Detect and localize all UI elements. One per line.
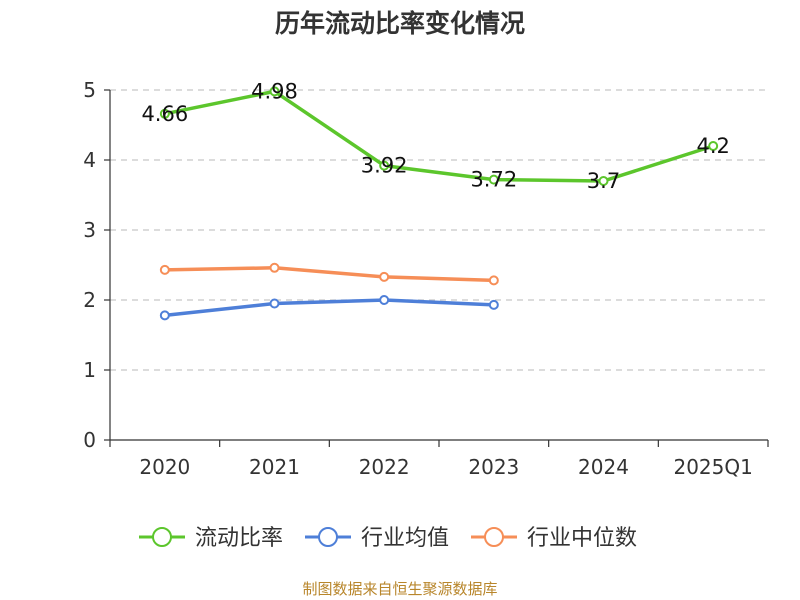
grid-lines xyxy=(110,89,768,371)
series-lines xyxy=(159,86,719,321)
data-point xyxy=(269,86,280,97)
x-tick-label: 2020 xyxy=(139,455,190,479)
series-line-2 xyxy=(164,266,494,283)
data-label: 4.2 xyxy=(696,134,729,158)
x-tick-label: 2025Q1 xyxy=(673,455,752,479)
y-tick-label: 1 xyxy=(83,358,96,382)
data-point xyxy=(598,176,609,186)
data-point xyxy=(488,275,499,286)
x-tick-label: 2021 xyxy=(249,455,300,479)
legend-label: 行业均值 xyxy=(361,526,449,551)
y-tick-label: 4 xyxy=(83,148,96,172)
data-point xyxy=(379,295,390,305)
data-label: 3.92 xyxy=(361,154,408,178)
data-point xyxy=(159,310,170,321)
x-tick-label: 2024 xyxy=(578,455,629,479)
data-point xyxy=(488,174,499,185)
chart-title: 历年流动比率变化情况 xyxy=(274,9,525,38)
legend: 流动比率 行业均值 行业中位数 xyxy=(139,526,637,551)
source-footer: 制图数据来自恒生聚源数据库 xyxy=(302,580,498,598)
data-point xyxy=(269,298,280,309)
data-point xyxy=(159,108,170,119)
legend-label: 行业中位数 xyxy=(527,526,637,551)
legend-marker xyxy=(152,527,172,547)
axes: 0 1 2 3 4 5 2020 2021 2022 2023 2024 2025Q1 xyxy=(83,78,769,479)
data-label: 4.98 xyxy=(251,79,298,103)
x-tick-label: 2022 xyxy=(359,455,410,479)
legend-label: 流动比率 xyxy=(195,526,283,551)
legend-marker xyxy=(484,527,504,547)
y-tick-label: 2 xyxy=(83,288,96,312)
y-tick-label: 3 xyxy=(83,218,96,242)
y-tick-label: 0 xyxy=(83,428,96,452)
legend-marker xyxy=(318,527,338,547)
series-line-0 xyxy=(164,89,714,183)
data-point xyxy=(379,160,390,171)
data-labels: 4.66 4.98 3.92 3.72 3.7 4.2 xyxy=(141,79,729,193)
x-tick-label: 2023 xyxy=(468,455,519,479)
series-line-1 xyxy=(164,298,494,318)
data-label: 4.66 xyxy=(141,102,188,126)
data-label: 3.72 xyxy=(470,168,517,192)
data-point xyxy=(708,141,719,151)
data-point xyxy=(269,262,280,273)
data-point xyxy=(159,264,170,275)
data-point xyxy=(379,271,390,282)
data-point xyxy=(488,299,499,310)
data-label: 3.7 xyxy=(587,169,620,193)
y-tick-label: 5 xyxy=(83,78,96,102)
